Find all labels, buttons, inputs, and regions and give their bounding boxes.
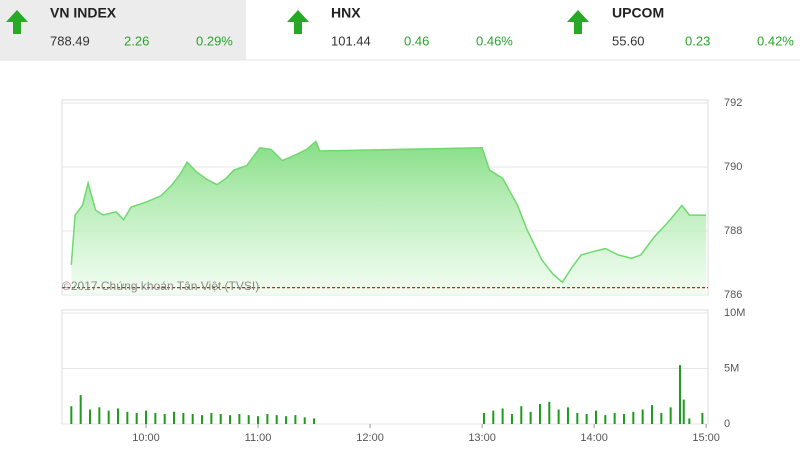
volume-bar (107, 410, 110, 424)
x-tick-label: 15:00 (692, 432, 720, 444)
x-tick-label: 10:00 (132, 432, 160, 444)
volume-bar (501, 408, 504, 424)
volume-bar (669, 407, 672, 424)
volume-bar (510, 414, 513, 424)
volume-bar (303, 417, 306, 424)
y-tick-label: 788 (724, 225, 742, 237)
y-tick-label: 790 (724, 161, 742, 173)
y-tick-label: 786 (724, 289, 742, 301)
index-value: 55.60 (612, 33, 645, 48)
x-tick-label: 13:00 (468, 432, 496, 444)
volume-bar (548, 401, 551, 424)
index-change: 0.46 (404, 33, 429, 48)
volume-bar (660, 412, 663, 424)
volume-bar (613, 412, 616, 424)
volume-bar (585, 414, 588, 424)
volume-bar (492, 410, 495, 424)
volume-bar (701, 412, 704, 424)
index-name: VN INDEX (50, 5, 117, 21)
volume-bar (238, 414, 241, 424)
up-arrow (287, 10, 309, 34)
y-tick-label: 10M (724, 307, 745, 319)
volume-bar (285, 416, 288, 424)
up-arrow (6, 10, 28, 34)
index-change: 0.23 (685, 33, 710, 48)
volume-bar (566, 407, 569, 424)
index-percent: 0.46% (476, 33, 513, 48)
volume-bar (89, 409, 92, 424)
volume-bar (682, 399, 685, 424)
volume-bar (201, 415, 204, 424)
volume-bar (520, 406, 523, 424)
volume-bar (163, 414, 166, 424)
volume-bar (229, 415, 232, 424)
volume-bar (650, 405, 653, 424)
index-change: 2.26 (124, 33, 149, 48)
volume-bar (173, 411, 176, 424)
index-upcom[interactable]: UPCOM 55.60 0.23 0.42% (567, 5, 794, 49)
index-panel-bg (0, 0, 246, 60)
watermark: ©2017 Chứng khoán Tân Việt (TVSI) (62, 279, 259, 293)
volume-bar (482, 412, 485, 424)
volume-bar (219, 414, 222, 424)
volume-bar (576, 412, 579, 424)
volume-bar (210, 412, 213, 424)
volume-bar (604, 415, 607, 424)
volume-bar (678, 365, 681, 424)
volume-bar (126, 411, 129, 424)
index-name: UPCOM (612, 5, 664, 21)
volume-bar (182, 412, 185, 424)
volume-bar (135, 412, 138, 424)
volume-frame (61, 309, 709, 425)
volume-bar (257, 416, 260, 424)
index-value: 788.49 (50, 33, 90, 48)
volume-bar (117, 408, 120, 424)
index-name: HNX (331, 5, 361, 21)
volume-bar (632, 411, 635, 424)
volume-bar (688, 418, 691, 424)
volume-bar (70, 406, 73, 424)
volume-bar (622, 414, 625, 424)
x-tick-label: 12:00 (356, 432, 384, 444)
volume-bar (641, 409, 644, 424)
volume-bar (145, 410, 148, 424)
up-arrow (567, 10, 589, 34)
y-tick-label: 0 (724, 418, 730, 430)
index-vn[interactable]: VN INDEX 788.49 2.26 0.29% (6, 5, 233, 49)
volume-bar (191, 414, 194, 424)
volume-bar (154, 412, 157, 424)
y-tick-label: 792 (724, 97, 742, 109)
price-area (71, 141, 707, 295)
volume-bar (294, 415, 297, 424)
x-tick-label: 14:00 (580, 432, 608, 444)
index-percent: 0.29% (196, 33, 233, 48)
index-hnx[interactable]: HNX 101.44 0.46 0.46% (287, 5, 513, 49)
volume-bar (275, 415, 278, 424)
volume-bar (266, 414, 269, 424)
index-value: 101.44 (331, 33, 371, 48)
volume-bar (247, 415, 250, 424)
volume-bar (594, 410, 597, 424)
volume-bar (529, 411, 532, 424)
x-tick-label: 11:00 (245, 432, 272, 444)
volume-bar (557, 409, 560, 424)
volume-bar (98, 407, 101, 424)
y-tick-label: 5M (724, 362, 739, 374)
volume-bar (313, 418, 316, 424)
volume-bar (538, 404, 541, 424)
price-line (70, 140, 707, 284)
volume-bar (79, 395, 82, 424)
index-percent: 0.42% (757, 33, 794, 48)
